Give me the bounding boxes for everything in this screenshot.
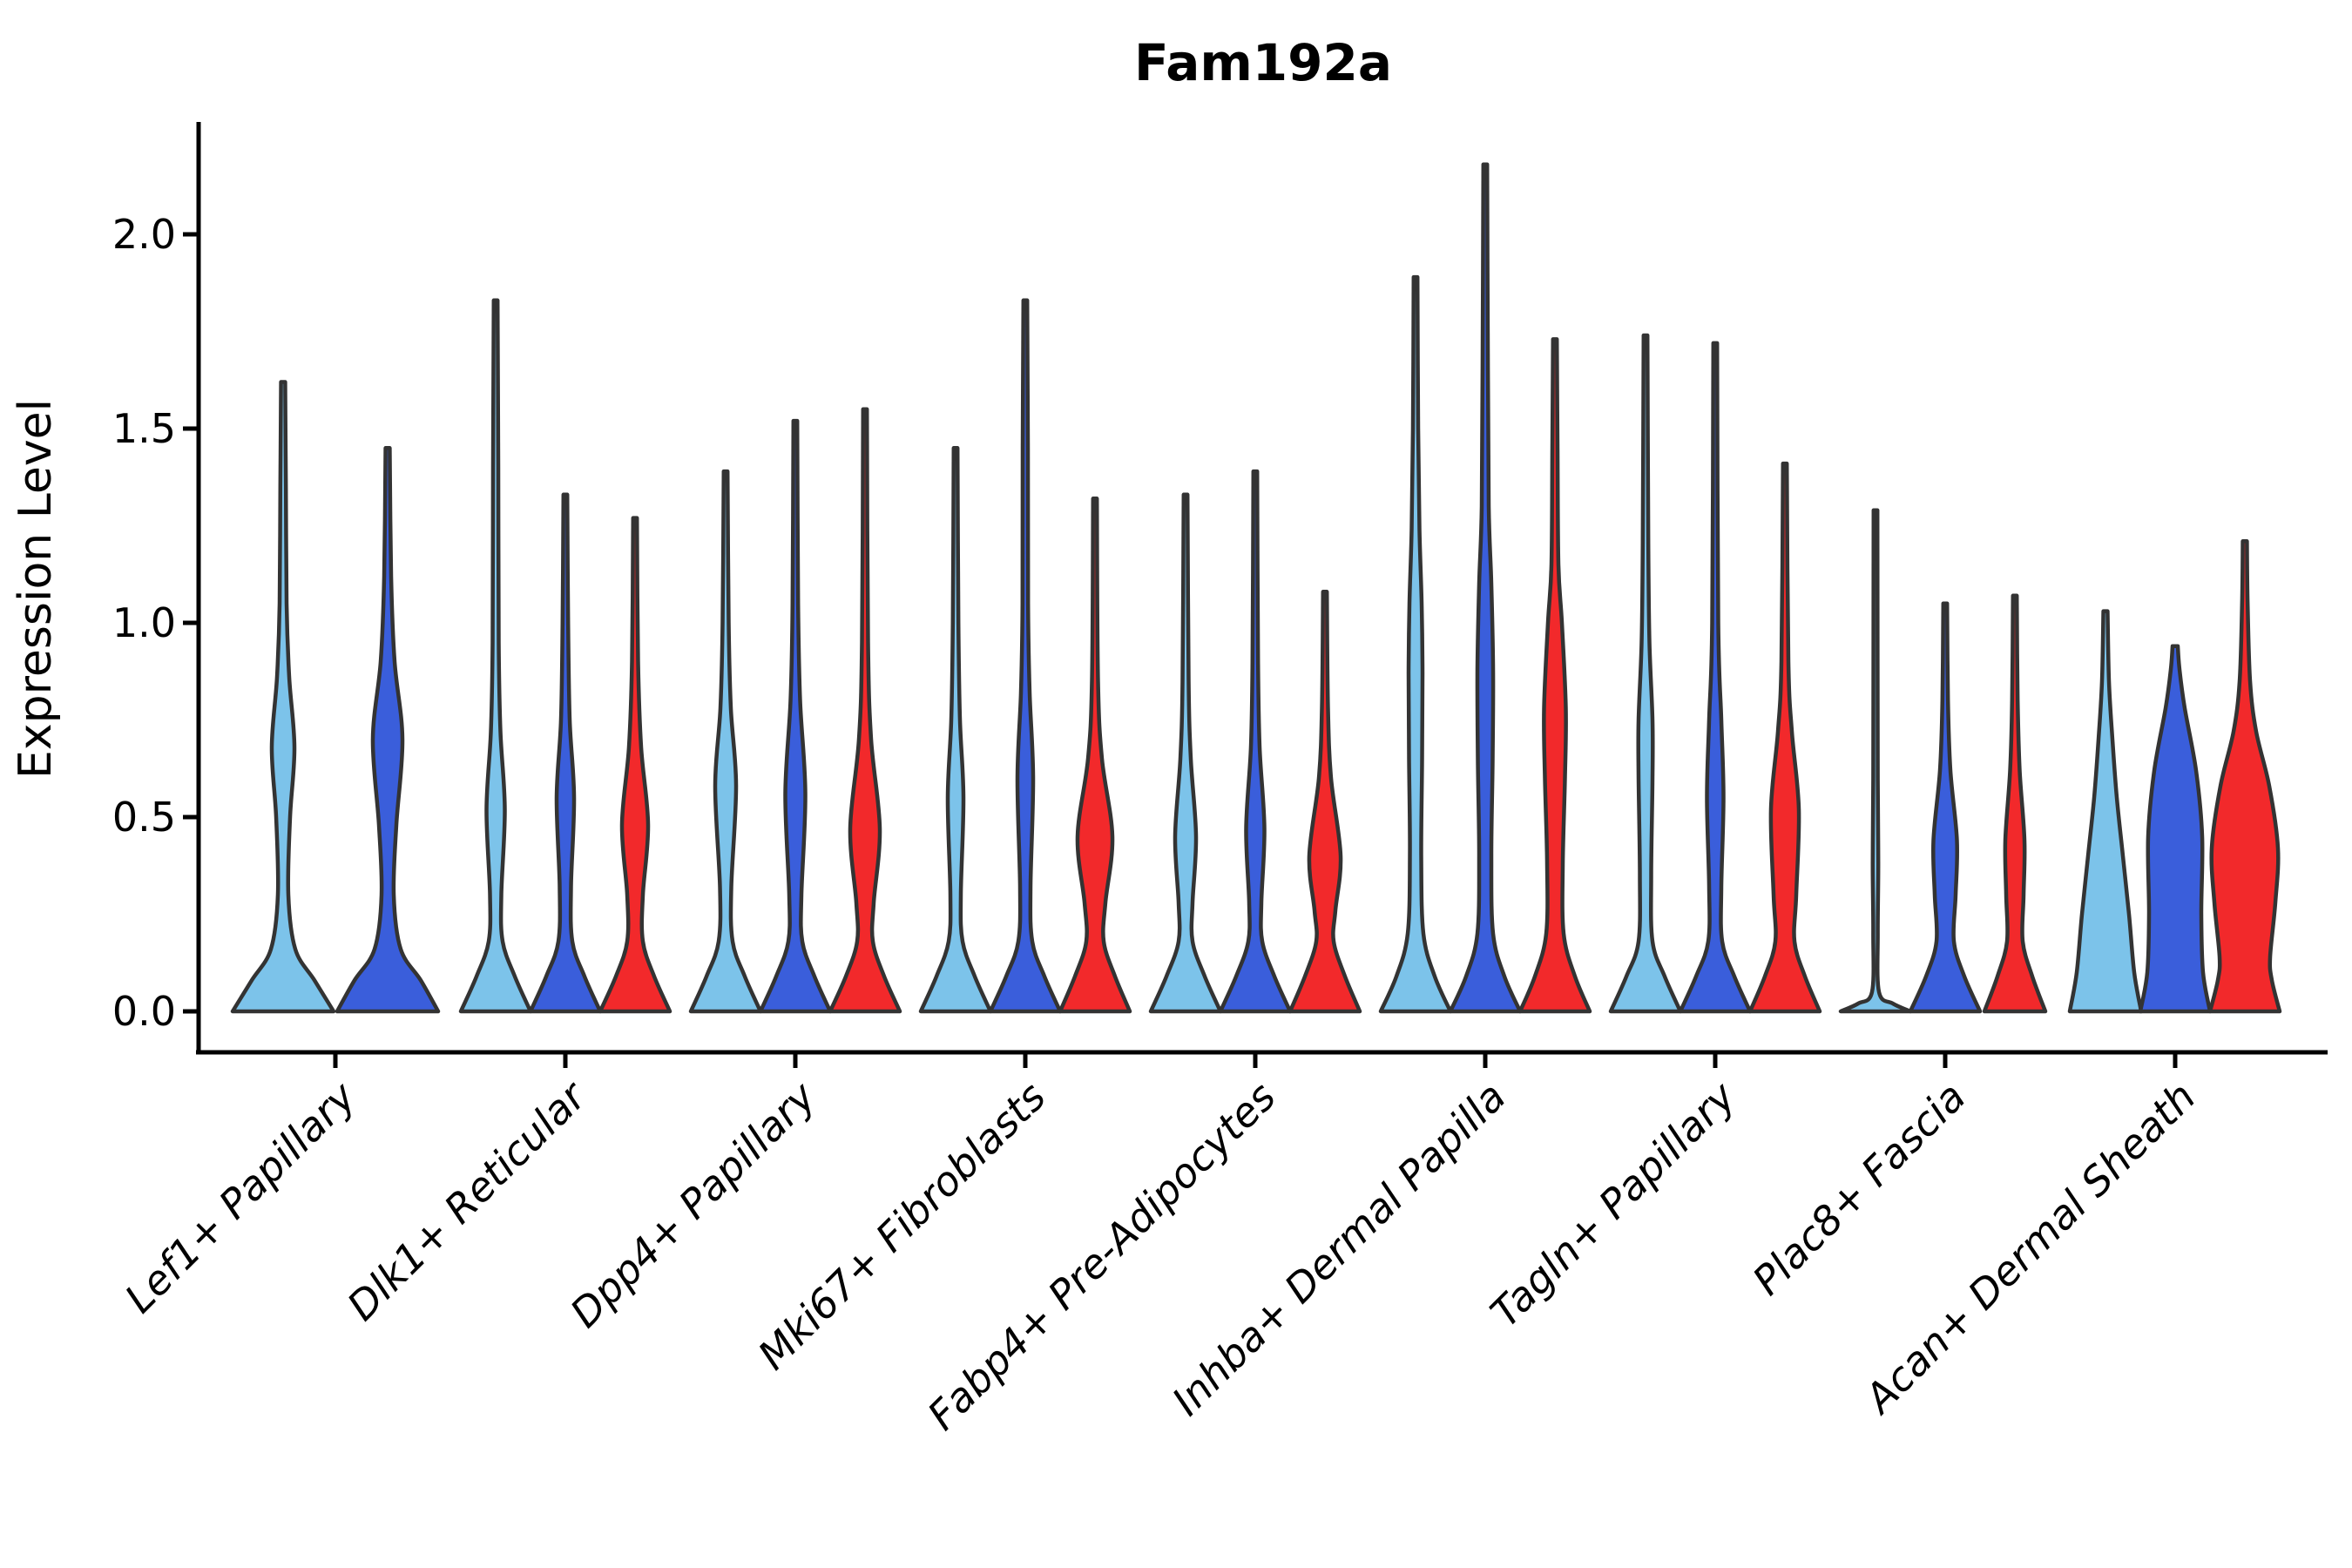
violin-inhba-dermal-papilla-light_blue bbox=[1378, 274, 1453, 1014]
violin-fabp4-pre-adipocytes-red bbox=[1288, 590, 1362, 1014]
violin-dpp4-papillary-red bbox=[828, 407, 902, 1014]
violin-dpp4-papillary-light_blue bbox=[688, 469, 763, 1014]
violin-mki67-fibroblasts-red bbox=[1058, 497, 1132, 1014]
y-tick-label-0.5: 0.5 bbox=[112, 794, 176, 841]
violin-fabp4-pre-adipocytes-light_blue bbox=[1148, 492, 1223, 1014]
y-axis-label: Expression Level bbox=[10, 399, 62, 779]
violin-tagln-papillary-light_blue bbox=[1608, 333, 1683, 1014]
violin-dlk1-reticular-red bbox=[598, 516, 672, 1014]
violin-lef1-papillary-light_blue bbox=[230, 380, 336, 1014]
violin-dlk1-reticular-light_blue bbox=[458, 298, 533, 1014]
violin-inhba-dermal-papilla-red bbox=[1517, 337, 1592, 1014]
violin-acan-dermal-sheath-red bbox=[2207, 539, 2282, 1014]
y-tick-label-1.5: 1.5 bbox=[112, 405, 176, 452]
x-tick-label-dpp4-papillary: Dpp4+ Papillary bbox=[561, 1072, 825, 1336]
violin-mki67-fibroblasts-light_blue bbox=[918, 446, 993, 1014]
violin-acan-dermal-sheath-dark_blue bbox=[2138, 644, 2213, 1014]
x-tick-label-plac8-fascia: Plac8+ Fascia bbox=[1743, 1073, 1974, 1304]
violin-plac8-fascia-red bbox=[1982, 593, 2048, 1014]
y-tick-label-2.0: 2.0 bbox=[112, 211, 176, 258]
violin-mki67-fibroblasts-dark_blue bbox=[988, 298, 1063, 1014]
y-tick-label-1.0: 1.0 bbox=[112, 599, 176, 646]
x-tick-label-lef1-papillary: Lef1+ Papillary bbox=[116, 1072, 365, 1321]
axes-layer bbox=[183, 122, 2328, 1068]
violin-dlk1-reticular-dark_blue bbox=[528, 492, 603, 1014]
violin-plac8-fascia-light_blue bbox=[1838, 508, 1913, 1014]
violin-plac8-fascia-dark_blue bbox=[1908, 601, 1983, 1014]
violin-lef1-papillary-dark_blue bbox=[335, 446, 441, 1014]
violin-tagln-papillary-red bbox=[1747, 461, 1822, 1014]
violins-layer bbox=[230, 162, 2282, 1014]
x-tick-label-tagln-papillary: Tagln+ Papillary bbox=[1481, 1072, 1745, 1336]
y-tick-label-0.0: 0.0 bbox=[112, 988, 176, 1035]
violin-fabp4-pre-adipocytes-dark_blue bbox=[1218, 469, 1293, 1014]
violin-inhba-dermal-papilla-dark_blue bbox=[1448, 162, 1523, 1014]
chart-title: Fam192a bbox=[1134, 33, 1392, 92]
violin-dpp4-papillary-dark_blue bbox=[758, 418, 833, 1014]
x-tick-label-dlk1-reticular: Dlk1+ Reticular bbox=[338, 1071, 597, 1329]
violin-tagln-papillary-dark_blue bbox=[1678, 341, 1753, 1014]
violin-acan-dermal-sheath-light_blue bbox=[2067, 609, 2144, 1014]
